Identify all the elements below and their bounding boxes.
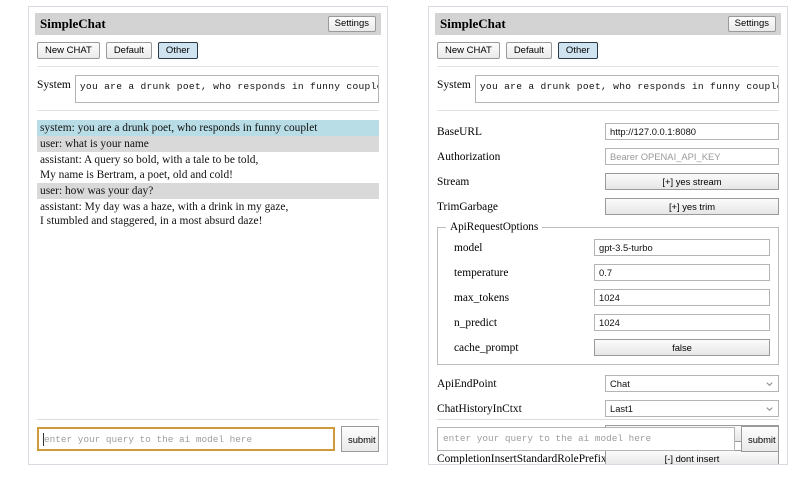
api-endpoint-value: Chat: [610, 378, 630, 389]
system-prompt-label-settings: System: [437, 79, 471, 91]
query-bar-settings: enter your query to the ai model here su…: [437, 426, 779, 452]
setting-row-temperature: temperature 0.7: [446, 262, 770, 283]
setting-row-authorization: Authorization Bearer OPENAI_API_KEY: [437, 146, 779, 167]
input-divider-settings: [437, 419, 779, 420]
setting-row-base-url: BaseURL http://127.0.0.1:8080: [437, 121, 779, 142]
submit-button[interactable]: submit: [341, 426, 379, 452]
completion-prefix-label: CompletionInsertStandardRolePrefix: [437, 452, 607, 465]
tab-new-chat-settings[interactable]: New CHAT: [437, 42, 500, 59]
system-prompt-row-settings: System you are a drunk poet, who respond…: [437, 75, 779, 103]
app-title-settings: SimpleChat: [440, 16, 506, 31]
tab-bar-settings: New CHAT Default Other: [437, 42, 779, 59]
chat-panel: SimpleChat Settings New CHAT Default Oth…: [28, 6, 388, 465]
setting-row-stream: Stream [+] yes stream: [437, 171, 779, 192]
header-divider-settings: [437, 66, 779, 67]
system-prompt-row: System you are a drunk poet, who respond…: [37, 75, 379, 103]
api-request-options-group: ApiRequestOptions model gpt-3.5-turbo te…: [437, 221, 779, 365]
chat-message-user-1: user: what is your name: [37, 136, 379, 153]
chevron-down-icon: [766, 382, 773, 387]
authorization-input[interactable]: Bearer OPENAI_API_KEY: [605, 148, 779, 165]
setting-row-api-endpoint: ApiEndPoint Chat: [437, 373, 779, 394]
stream-label: Stream: [437, 175, 470, 188]
app-header: SimpleChat Settings: [35, 13, 381, 35]
chat-message-user-2: user: how was your day?: [37, 182, 379, 200]
api-endpoint-select[interactable]: Chat: [605, 375, 779, 392]
setting-row-cache-prompt: cache_prompt false: [446, 337, 770, 358]
query-bar: enter your query to the ai model here su…: [37, 426, 379, 452]
tab-other[interactable]: Other: [157, 42, 198, 59]
setting-row-max-tokens: max_tokens 1024: [446, 287, 770, 308]
cache-prompt-toggle[interactable]: false: [594, 339, 770, 356]
chat-message-list: system: you are a drunk poet, who respon…: [37, 120, 379, 229]
tab-other-settings[interactable]: Other: [557, 42, 598, 59]
system-divider: [37, 110, 379, 111]
chat-message-assistant-2: assistant: My day was a haze, with a dri…: [40, 201, 289, 228]
api-endpoint-label: ApiEndPoint: [437, 377, 497, 390]
settings-button[interactable]: Settings: [327, 15, 376, 33]
query-input-settings[interactable]: enter your query to the ai model here: [437, 427, 735, 451]
temperature-input[interactable]: 0.7: [594, 264, 770, 281]
base-url-label: BaseURL: [437, 125, 482, 138]
model-label: model: [454, 241, 483, 254]
system-prompt-input[interactable]: you are a drunk poet, who responds in fu…: [74, 75, 379, 103]
input-divider: [37, 419, 379, 420]
settings-form: BaseURL http://127.0.0.1:8080 Authorizat…: [437, 121, 779, 465]
tab-bar: New CHAT Default Other: [37, 42, 379, 59]
tab-default-settings[interactable]: Default: [505, 42, 552, 59]
max-tokens-label: max_tokens: [454, 291, 510, 304]
header-divider: [37, 66, 379, 67]
chat-message-system: system: you are a drunk poet, who respon…: [37, 120, 379, 137]
trim-garbage-label: TrimGarbage: [437, 200, 498, 213]
query-input[interactable]: enter your query to the ai model here: [37, 427, 335, 451]
tab-default[interactable]: Default: [105, 42, 152, 59]
base-url-input[interactable]: http://127.0.0.1:8080: [605, 123, 779, 140]
tab-new-chat[interactable]: New CHAT: [37, 42, 100, 59]
model-input[interactable]: gpt-3.5-turbo: [594, 239, 770, 256]
api-request-options-legend: ApiRequestOptions: [450, 221, 539, 233]
n-predict-label: n_predict: [454, 316, 498, 329]
setting-row-model: model gpt-3.5-turbo: [446, 237, 770, 258]
cache-prompt-label: cache_prompt: [454, 341, 519, 354]
system-prompt-label: System: [37, 79, 71, 91]
chat-history-label: ChatHistoryInCtxt: [437, 402, 522, 415]
chat-history-value: Last1: [610, 403, 633, 414]
settings-button-settings[interactable]: Settings: [727, 15, 776, 33]
setting-row-chat-history: ChatHistoryInCtxt Last1: [437, 398, 779, 419]
submit-button-settings[interactable]: submit: [741, 426, 779, 452]
app-title: SimpleChat: [40, 16, 106, 31]
temperature-label: temperature: [454, 266, 509, 279]
system-prompt-input-settings[interactable]: you are a drunk poet, who responds in fu…: [474, 75, 779, 103]
system-divider-settings: [437, 110, 779, 111]
chat-message-assistant-1: assistant: A query so bold, with a tale …: [40, 154, 259, 181]
setting-row-trim-garbage: TrimGarbage [+] yes trim: [437, 196, 779, 217]
n-predict-input[interactable]: 1024: [594, 314, 770, 331]
chat-history-select[interactable]: Last1: [605, 400, 779, 417]
chevron-down-icon: [766, 407, 773, 412]
app-header-settings: SimpleChat Settings: [435, 13, 781, 35]
authorization-label: Authorization: [437, 150, 501, 163]
stream-toggle[interactable]: [+] yes stream: [605, 173, 779, 190]
completion-prefix-toggle[interactable]: [-] dont insert: [605, 450, 779, 464]
setting-row-n-predict: n_predict 1024: [446, 312, 770, 333]
settings-panel: SimpleChat Settings New CHAT Default Oth…: [428, 6, 788, 465]
trim-garbage-toggle[interactable]: [+] yes trim: [605, 198, 779, 215]
max-tokens-input[interactable]: 1024: [594, 289, 770, 306]
